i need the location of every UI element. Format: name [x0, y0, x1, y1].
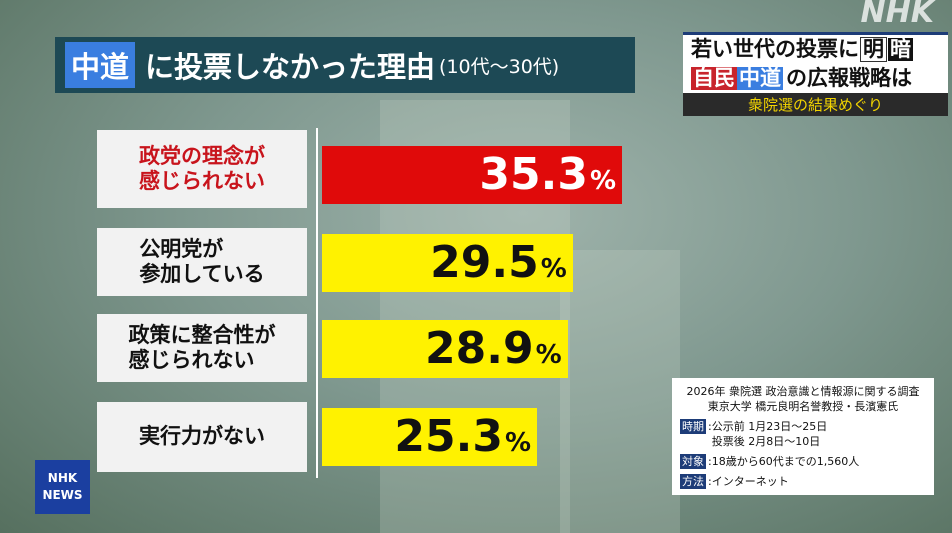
bar: 28.9% — [322, 320, 568, 378]
caption-ldp: 自民 — [691, 65, 737, 91]
bar: 29.5% — [322, 234, 573, 292]
target-tag: 対象 — [680, 454, 706, 469]
unit-label: % — [535, 340, 562, 370]
logo-top: NHK — [47, 471, 78, 485]
category-label: 実行力がない — [97, 402, 307, 472]
category-label: 政策に整合性が 感じられない — [97, 314, 307, 382]
method-tag: 方法 — [680, 474, 706, 489]
caption-text2: の広報戦略は — [786, 65, 912, 90]
survey-info-box: 2026年 衆院選 政治意識と情報源に関する調査 東京大学 橋元良明名誉教授・長… — [672, 378, 934, 495]
caption-box-dark: 暗 — [888, 36, 913, 62]
value-label: 29.5 — [430, 237, 539, 288]
caption-chudo: 中道 — [737, 65, 783, 91]
survey-title: 2026年 衆院選 政治意識と情報源に関する調査 — [686, 385, 920, 398]
unit-label: % — [504, 428, 532, 458]
period-tag: 時期 — [680, 419, 706, 434]
target: 18歳から60代までの1,560人 — [711, 455, 860, 468]
value-label: 25.3 — [394, 411, 503, 462]
method: インターネット — [711, 475, 789, 488]
category-label: 公明党が 参加している — [97, 228, 307, 296]
axis-line — [316, 128, 318, 478]
value-label: 28.9 — [425, 323, 534, 374]
caption-subtitle: 衆院選の結果めぐり — [683, 93, 948, 116]
period-2: 投票後 2月8日〜10日 — [711, 435, 821, 448]
background-building — [560, 250, 680, 533]
category-label: 政党の理念が 感じられない — [97, 130, 307, 208]
nhk-news-logo: NHK NEWS — [35, 460, 90, 514]
bar: 35.3% — [322, 146, 623, 204]
chart-title: 中道 に投票しなかった理由 (10代〜30代) — [55, 37, 635, 93]
nhk-watermark: NHK — [860, 0, 934, 30]
title-main: に投票しなかった理由 — [145, 50, 436, 84]
title-sub: (10代〜30代) — [439, 55, 560, 78]
period-1: 公示前 1月23日〜25日 — [711, 420, 828, 433]
news-caption: 若い世代の投票に明暗 自民 中道 の広報戦略は 衆院選の結果めぐり — [683, 32, 948, 116]
survey-author: 東京大学 橋元良明名誉教授・長濱憲氏 — [707, 400, 899, 413]
logo-bottom: NEWS — [42, 487, 83, 502]
caption-text: 若い世代の投票に — [691, 36, 859, 61]
caption-box: 明 — [860, 36, 887, 63]
unit-label: % — [540, 254, 567, 284]
title-highlight: 中道 — [65, 42, 136, 88]
unit-label: % — [589, 166, 617, 196]
bar: 25.3% — [322, 408, 538, 466]
value-label: 35.3 — [479, 149, 588, 200]
